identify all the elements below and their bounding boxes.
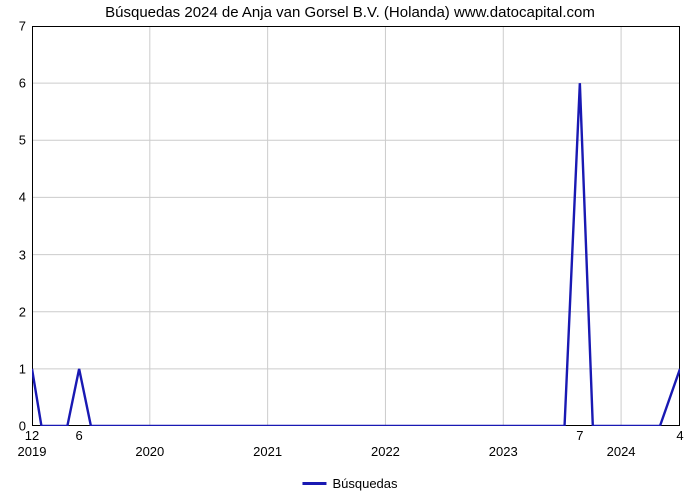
point-annotation: 12 xyxy=(25,428,39,443)
x-tick-label: 2023 xyxy=(489,444,518,459)
y-tick-label: 0 xyxy=(6,419,26,434)
x-tick-label: 2024 xyxy=(607,444,636,459)
point-annotation: 7 xyxy=(576,428,583,443)
y-tick-label: 4 xyxy=(6,190,26,205)
line-chart-svg xyxy=(32,26,680,426)
y-tick-label: 5 xyxy=(6,133,26,148)
chart-legend: Búsquedas xyxy=(302,476,397,491)
x-tick-label: 2022 xyxy=(371,444,400,459)
x-tick-label: 2020 xyxy=(135,444,164,459)
x-tick-label: 2021 xyxy=(253,444,282,459)
y-tick-label: 1 xyxy=(6,361,26,376)
x-tick-label: 2019 xyxy=(18,444,47,459)
y-tick-label: 2 xyxy=(6,304,26,319)
chart-title: Búsquedas 2024 de Anja van Gorsel B.V. (… xyxy=(0,4,700,21)
point-annotation: 6 xyxy=(76,428,83,443)
y-tick-label: 3 xyxy=(6,247,26,262)
plot-area xyxy=(32,26,680,426)
y-tick-label: 6 xyxy=(6,76,26,91)
legend-label: Búsquedas xyxy=(332,476,397,491)
legend-swatch xyxy=(302,482,326,485)
y-tick-label: 7 xyxy=(6,19,26,34)
point-annotation: 4 xyxy=(676,428,683,443)
